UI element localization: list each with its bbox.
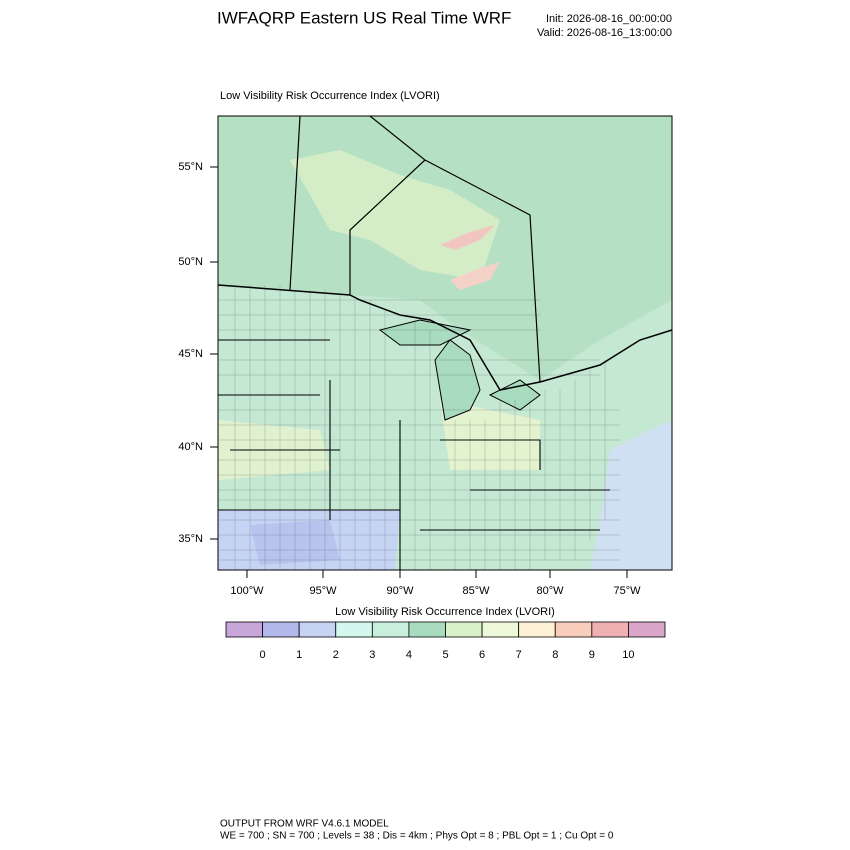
lon-label: 80°W [536,585,564,597]
colorbar-label: 6 [479,649,485,661]
colorbar-box [591,621,629,638]
colorbar-box [481,621,520,638]
main-title: IWFAQRP Eastern US Real Time WRF [217,8,511,27]
colorbar-box [554,621,593,638]
colorbar-label: 7 [516,649,522,661]
lat-label: 35°N [178,533,203,545]
colorbar-label: 0 [260,649,266,661]
footer-line: OUTPUT FROM WRF V4.6.1 MODEL [220,819,389,830]
lon-label: 95°W [309,585,337,597]
lat-label: 40°N [178,441,203,453]
colorbar-box [408,621,446,638]
colorbar-box [225,621,263,638]
lon-label: 85°W [462,585,490,597]
map [217,115,673,571]
init-time: Init: 2026-08-16_00:00:00 [546,13,672,25]
colorbar-label: 5 [442,649,448,661]
colorbar-label: 9 [589,649,595,661]
colorbar-label: 8 [552,649,558,661]
colorbar-box [298,621,337,638]
lat-label: 55°N [178,161,203,173]
colorbar-box [262,621,300,638]
colorbar-box [445,621,483,638]
lon-axis: 100°W 95°W 90°W 85°W 80°W 75°W [230,570,641,597]
lon-label: 100°W [230,585,264,597]
colorbar-box [371,621,410,638]
colorbar-label: 10 [622,649,634,661]
colorbar-label: 1 [296,649,302,661]
colorbar-label: 4 [406,649,412,661]
colorbar: 0 1 2 3 4 5 6 7 8 9 10 [225,621,666,661]
lat-label: 45°N [178,348,203,360]
lon-label: 90°W [386,585,414,597]
colorbar-label: 2 [333,649,339,661]
valid-time: Valid: 2026-08-16_13:00:00 [537,27,672,39]
colorbar-box [518,621,556,638]
colorbar-title: Low Visibility Risk Occurrence Index (LV… [335,606,555,618]
footer-line: WE = 700 ; SN = 700 ; Levels = 38 ; Dis … [220,831,614,842]
colorbar-label: 3 [369,649,375,661]
colorbar-box [628,621,666,638]
lat-label: 50°N [178,256,203,268]
lat-axis: 55°N 50°N 45°N 40°N 35°N [178,161,218,545]
map-title: Low Visibility Risk Occurrence Index (LV… [220,90,440,102]
colorbar-box [335,621,373,638]
lon-label: 75°W [613,585,641,597]
